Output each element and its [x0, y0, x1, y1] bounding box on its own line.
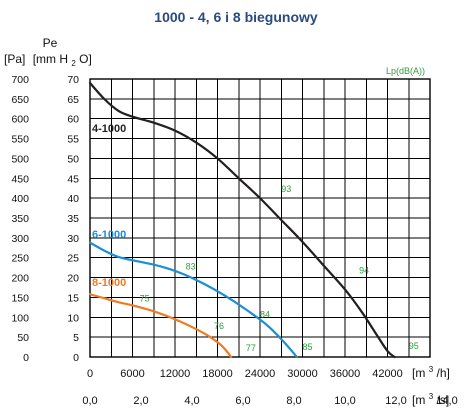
- x-axis-unit-m3s-tail: /s]: [436, 393, 449, 407]
- y-tick-label-pa: 700: [11, 74, 29, 86]
- y-tick-label-mm: 25: [67, 253, 79, 265]
- curve-6-1000: [88, 241, 298, 359]
- y-tick-label-mm: 35: [67, 213, 79, 225]
- y-tick-label-mm: 15: [67, 292, 79, 304]
- y-tick-label-mm: 70: [67, 74, 79, 86]
- y-tick-label-pa: 350: [11, 213, 29, 225]
- x-tick-label-m3h: 42000: [372, 368, 403, 380]
- x-tick-label-m3h: 24000: [245, 368, 276, 380]
- chart-grid: [89, 78, 431, 358]
- x-tick-label-m3s: 12,0: [385, 395, 406, 407]
- noise-label: 85: [303, 342, 313, 352]
- x-tick-label-m3s: 2,0: [133, 395, 148, 407]
- y-tick-label-mm: 55: [67, 134, 79, 146]
- x-axis-unit-m3s-sup: 3: [429, 392, 434, 401]
- y-tick-label-pa: 600: [11, 114, 29, 126]
- x-tick-label-m3s: 0,0: [82, 395, 97, 407]
- series-label-4-1000: 4-1000: [92, 123, 126, 135]
- y-tick-label-pa: 550: [11, 134, 29, 146]
- y-tick-label-pa: 650: [11, 94, 29, 106]
- y-tick-label-pa: 500: [11, 153, 29, 165]
- y-axis-label-pe: Pe: [43, 36, 58, 50]
- x-axis-unit-m3h: [m 3 /h]: [412, 361, 450, 380]
- x-axis-unit-m3h-main: [m: [412, 366, 425, 380]
- y-tick-label-mm: 5: [73, 332, 79, 344]
- chart-title: 1000 - 4, 6 i 8 biegunowy: [154, 9, 318, 25]
- plot-frame: [89, 78, 431, 358]
- y-tick-label-pa: 450: [11, 173, 29, 185]
- noise-level-label: Lp(dB(A)): [386, 66, 425, 76]
- y-tick-label-mm: 10: [67, 312, 79, 324]
- x-axis-unit-m3s: [m 3 /s]: [412, 388, 449, 407]
- y-axis-unit-tail: O]: [79, 52, 92, 66]
- y-tick-label-pa: 200: [11, 273, 29, 285]
- x-tick-label-m3s: 6,0: [235, 395, 250, 407]
- curve-4-1000: [88, 81, 396, 359]
- chart-point-labels: 4-1000 93 94 95 6-1000 83 84 85 8-1000 75 76 77: [92, 123, 419, 353]
- noise-label: 95: [409, 341, 419, 351]
- noise-label: 83: [186, 262, 196, 272]
- y-tick-label-pa: 50: [17, 332, 29, 344]
- y-tick-label-pa: 400: [11, 193, 29, 205]
- noise-label: 94: [359, 266, 369, 276]
- noise-label: 93: [281, 184, 291, 194]
- y-tick-label-mm: 45: [67, 173, 79, 185]
- noise-label: 75: [140, 293, 150, 303]
- y-axis-unit-mm: [mm H: [33, 52, 68, 66]
- series-label-6-1000: 6-1000: [92, 229, 126, 241]
- series-label-8-1000: 8-1000: [92, 277, 126, 289]
- y-tick-label-mm: 65: [67, 94, 79, 106]
- y-tick-label-pa: 250: [11, 253, 29, 265]
- x-tick-label-m3h: 18000: [202, 368, 233, 380]
- y-tick-label-pa: 100: [11, 312, 29, 324]
- noise-label: 84: [260, 309, 270, 319]
- x-tick-label-m3h: 0: [87, 368, 93, 380]
- x-tick-label-m3s: 8,0: [286, 395, 301, 407]
- y-tick-label-mm: 60: [67, 114, 79, 126]
- x-tick-label-m3h: 36000: [330, 368, 361, 380]
- x-tick-label-m3s: 10,0: [334, 395, 355, 407]
- y-tick-label-mm: 50: [67, 153, 79, 165]
- x-axis-unit-m3s-main: [m: [412, 393, 425, 407]
- y-axis-unit-sub: 2: [71, 59, 76, 68]
- y-tick-label-pa: 300: [11, 233, 29, 245]
- y-tick-label-pa: 150: [11, 292, 29, 304]
- y-tick-label-mm: 20: [67, 273, 79, 285]
- x-tick-label-m3h: 30000: [287, 368, 318, 380]
- y-tick-label-mm: 0: [73, 352, 79, 364]
- chart-curves: [88, 81, 396, 359]
- y-tick-label-mm: 30: [67, 233, 79, 245]
- y-axis-label-units: [Pa] [mm H 2 O]: [4, 52, 92, 69]
- curve-8-1000: [88, 293, 233, 359]
- chart-ticks: 0501001502002503003504004505005506006507…: [11, 74, 457, 407]
- noise-label: 76: [214, 321, 224, 331]
- x-axis-unit-m3h-sup: 3: [429, 365, 434, 374]
- y-axis-unit-pa: [Pa]: [4, 52, 25, 66]
- y-tick-label-mm: 40: [67, 193, 79, 205]
- noise-label: 77: [246, 343, 256, 353]
- x-tick-label-m3s: 14,0: [436, 395, 457, 407]
- x-tick-label-m3h: 12000: [160, 368, 191, 380]
- x-tick-label-m3h: 6000: [120, 368, 144, 380]
- x-axis-unit-m3h-tail: /h]: [436, 366, 449, 380]
- y-tick-label-pa: 0: [23, 352, 29, 364]
- x-tick-label-m3s: 4,0: [184, 395, 199, 407]
